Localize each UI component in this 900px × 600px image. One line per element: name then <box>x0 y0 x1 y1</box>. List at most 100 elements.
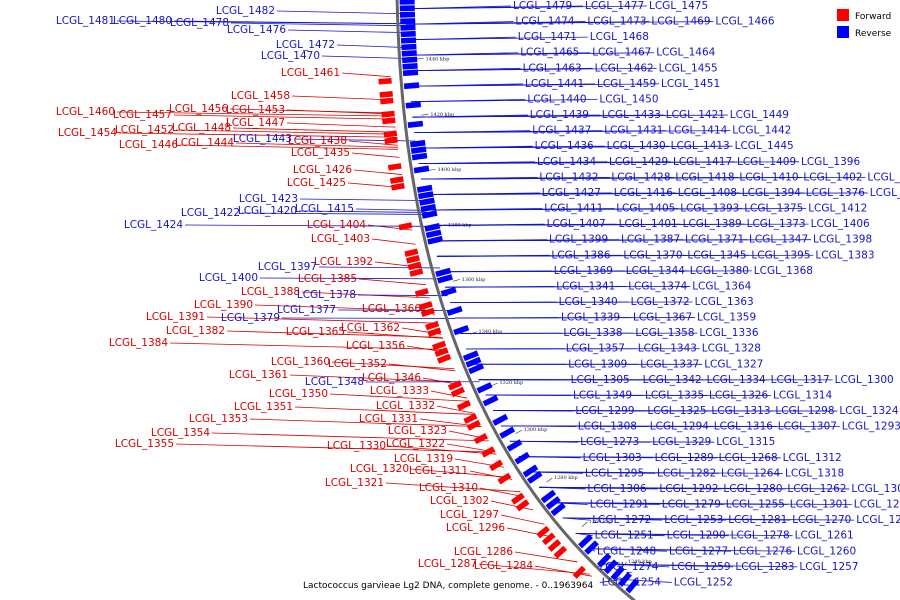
gene-label: LCGL_1251 <box>595 530 654 542</box>
reverse-gene-feature <box>413 165 430 174</box>
leader-line <box>371 238 416 245</box>
gene-label: LCGL_1408 <box>678 187 737 199</box>
reverse-gene-feature <box>405 101 422 109</box>
gene-label: LCGL_1449 <box>730 109 789 121</box>
gene-label: LCGL_1272 <box>592 514 651 526</box>
gene-label: LCGL_1437 <box>532 125 591 137</box>
forward-gene-feature <box>456 400 472 411</box>
gene-label: LCGL_1433 <box>602 109 661 121</box>
gene-label: LCGL_1410 <box>739 171 798 183</box>
gene-label: LCGL_1464 <box>656 47 715 59</box>
genome-backbone <box>395 0 637 600</box>
gene-label: LCGL_1372 <box>631 296 690 308</box>
forward-gene-feature <box>387 163 402 171</box>
gene-label: LCGL_1307 <box>778 421 837 433</box>
reverse-gene-feature <box>399 0 415 5</box>
forward-gene-feature <box>420 307 435 317</box>
gene-label: LCGL_1481 <box>56 15 115 27</box>
gene-label: LCGL_1338 <box>563 327 622 339</box>
forward-gene-feature <box>378 77 392 85</box>
gene-label: LCGL_1367 <box>633 312 692 324</box>
gene-label: LCGL_1303 <box>583 452 642 464</box>
reverse-gene-feature <box>468 363 485 375</box>
gene-label: LCGL_1477 <box>585 0 644 12</box>
gene-label: LCGL_1405 <box>616 203 675 215</box>
gene-label: LCGL_1431 <box>604 125 663 137</box>
gene-label: LCGL_1427 <box>542 187 601 199</box>
gene-label: LCGL_1425 <box>287 177 346 189</box>
gene-label: LCGL_1260 <box>797 545 856 557</box>
reverse-gene-feature <box>400 18 416 25</box>
scale-tick-label: 1300 kbp <box>524 427 548 433</box>
scale-tick-label: 1280 kbp <box>554 475 578 481</box>
leader-line <box>387 445 497 455</box>
leader-line <box>329 393 469 402</box>
gene-label: LCGL_1419 <box>870 187 900 199</box>
scale-tick <box>439 224 447 227</box>
legend: Forward Reverse <box>837 9 892 39</box>
gene-label: LCGL_1469 <box>651 16 710 28</box>
gene-label: LCGL_1420 <box>238 205 297 217</box>
forward-gene-feature <box>510 492 525 505</box>
leader-line <box>116 111 395 117</box>
leader-line <box>289 374 461 383</box>
leader-line <box>405 5 648 10</box>
forward-gene-feature <box>383 130 398 138</box>
gene-label: LCGL_1393 <box>680 203 739 215</box>
reverse-gene-feature <box>401 43 417 51</box>
gene-label: LCGL_1262 <box>787 483 846 495</box>
reverse-gene-feature <box>419 197 435 206</box>
gene-label: LCGL_1297 <box>440 509 499 521</box>
gene-label: LCGL_1403 <box>311 233 370 245</box>
leader-line <box>550 502 852 505</box>
leader-line <box>232 127 397 133</box>
gene-label: LCGL_1417 <box>673 156 732 168</box>
leader-line <box>276 10 406 15</box>
leader-line <box>230 22 406 27</box>
gene-label: LCGL_1364 <box>692 280 751 292</box>
leader-line <box>286 109 395 115</box>
gene-label: LCGL_1263 <box>856 514 900 526</box>
forward-gene-feature <box>473 433 488 445</box>
gene-label: LCGL_1381 <box>867 171 900 183</box>
scale-tick-label: 1340 kbp <box>479 329 503 335</box>
gene-label: LCGL_1373 <box>747 218 806 230</box>
leader-line <box>575 532 793 537</box>
gene-label: LCGL_1335 <box>645 389 704 401</box>
leader-lines <box>116 5 868 583</box>
forward-gene-feature <box>380 97 394 105</box>
gene-label: LCGL_1342 <box>643 374 702 386</box>
leader-line <box>353 169 403 175</box>
reverse-gene-feature <box>578 534 593 549</box>
gene-label: LCGL_1432 <box>539 171 598 183</box>
gene-label: LCGL_1279 <box>662 499 721 511</box>
gene-label: LCGL_1301 <box>790 499 849 511</box>
gene-label: LCGL_1467 <box>592 47 651 59</box>
gene-label: LCGL_1388 <box>241 286 300 298</box>
gene-label: LCGL_1289 <box>655 452 714 464</box>
gene-label: LCGL_1411 <box>544 203 603 215</box>
gene-label: LCGL_1274 <box>599 561 658 573</box>
gene-label: LCGL_1448 <box>172 122 231 134</box>
scale-tick-label: 1440 kbp <box>426 56 450 62</box>
gene-label: LCGL_1424 <box>124 219 183 231</box>
gene-label: LCGL_1369 <box>554 265 613 277</box>
gene-label: LCGL_1288 <box>854 499 900 511</box>
gene-label: LCGL_1347 <box>749 234 808 246</box>
reverse-gene-feature <box>400 24 416 31</box>
gene-label: LCGL_1350 <box>269 388 328 400</box>
gene-label: LCGL_1415 <box>295 203 354 215</box>
gene-label: LCGL_1281 <box>728 514 787 526</box>
gene-label: LCGL_1409 <box>737 156 796 168</box>
leader-line <box>528 471 784 474</box>
gene-label: LCGL_1376 <box>806 187 865 199</box>
scale-tick <box>452 279 460 282</box>
reverse-gene-feature <box>482 394 499 407</box>
gene-label: LCGL_1443 <box>233 133 292 145</box>
scale-tick <box>421 114 429 116</box>
leader-line <box>259 277 443 280</box>
reverse-gene-feature <box>416 184 433 193</box>
reverse-gene-feature <box>417 191 434 200</box>
gene-label: LCGL_1340 <box>559 296 618 308</box>
gene-label: LCGL_1478 <box>170 17 229 29</box>
